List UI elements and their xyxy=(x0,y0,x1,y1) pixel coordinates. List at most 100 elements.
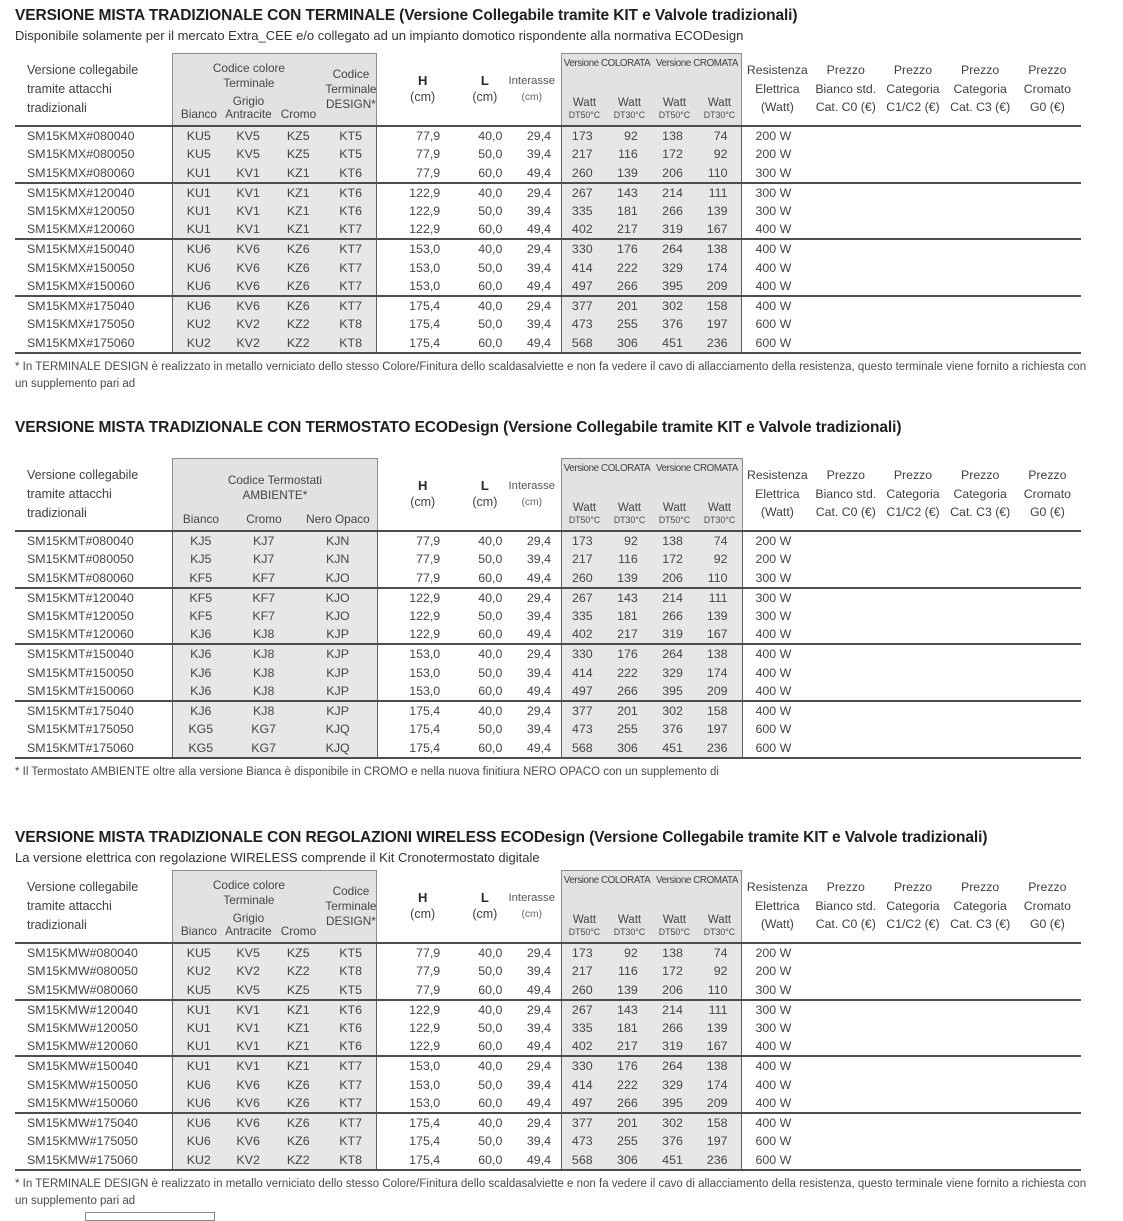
cell: 236 xyxy=(696,1150,743,1171)
cell: KT7 xyxy=(324,220,378,241)
cell xyxy=(879,720,946,739)
header-h-column: H (cm) xyxy=(376,870,446,945)
cell: KV1 xyxy=(224,201,272,221)
header-interasse-column: Interasse (cm) xyxy=(507,458,562,533)
cell: KV5 xyxy=(224,145,272,164)
cell xyxy=(1014,296,1081,315)
cell: KU2 xyxy=(171,333,225,354)
cell: 377 xyxy=(561,701,607,721)
cell xyxy=(812,943,879,962)
cell xyxy=(947,1000,1014,1019)
cell: 600 W xyxy=(741,1150,813,1171)
cell: KU6 xyxy=(171,1075,225,1095)
table-row: SM15KMW#080060 KU5 KV5 KZ5 KT5 77,9 60,0 49,4 26… xyxy=(15,980,1081,1001)
cell xyxy=(812,296,879,315)
cell: KU6 xyxy=(171,258,225,278)
cell: 255 xyxy=(606,1132,652,1151)
header-color-nero-opaco: Nero Opaco xyxy=(306,511,370,526)
cell: KJ8 xyxy=(228,663,299,683)
cell xyxy=(946,1037,1014,1058)
cell: 264 xyxy=(651,1056,697,1076)
cell xyxy=(812,644,879,663)
cell xyxy=(1014,145,1081,164)
cell xyxy=(879,607,946,626)
product-code-cell: SM15KMW#175060 xyxy=(15,1150,173,1171)
header-interasse-column: Interasse (cm) xyxy=(507,53,562,128)
cell: 138 xyxy=(651,943,697,963)
cell xyxy=(1013,163,1081,184)
cell xyxy=(947,663,1014,682)
cell: KV6 xyxy=(224,239,272,259)
cell: 600 W xyxy=(755,722,792,737)
cell: 214 xyxy=(651,182,697,202)
cell: 40,0 xyxy=(478,242,503,257)
cell: 300 W xyxy=(755,1021,792,1036)
cell: 143 xyxy=(606,182,652,202)
header-code-group: Codice colore Terminale Codice Terminale… xyxy=(171,869,378,945)
watt-label: Watt xyxy=(617,96,642,109)
cell xyxy=(879,625,947,646)
header-versione-cromata: Versione CROMATA xyxy=(655,57,738,69)
cell: 335 xyxy=(560,201,607,221)
cell: 174 xyxy=(696,258,743,278)
header-h-column: H (cm) xyxy=(376,53,446,128)
watt-label: Watt xyxy=(572,913,597,926)
cell: 122,9 xyxy=(409,609,441,624)
cell: 300 W xyxy=(742,568,813,589)
cell: 29,4 xyxy=(526,242,551,257)
cell: 222 xyxy=(606,1075,652,1095)
cell: 173 xyxy=(560,126,607,146)
cell xyxy=(1013,1150,1081,1171)
table-row: SM15KMX#120040 KU1 KV1 KZ1 KT6 122,9 40,0 29,4 2… xyxy=(15,182,1081,202)
cell: 175,4 xyxy=(409,299,441,314)
interasse-unit: (cm) xyxy=(521,908,543,920)
product-code-cell: SM15KMT#175040 xyxy=(27,704,134,719)
cell: 400 W xyxy=(741,1037,813,1058)
cell: 568 xyxy=(560,1150,607,1171)
cell: 266 xyxy=(606,277,652,298)
h-label: H xyxy=(417,72,428,88)
cell: KT6 xyxy=(324,201,378,221)
cell: KZ1 xyxy=(271,1018,325,1038)
cell xyxy=(812,720,879,739)
cell: KZ6 xyxy=(271,258,325,278)
header-l-column: L (cm) xyxy=(445,53,508,128)
cell: 49,4 xyxy=(507,333,562,354)
cell xyxy=(946,980,1014,1001)
cell: 400 W xyxy=(742,682,813,703)
table-row: SM15KMX#175060 KU2 KV2 KZ2 KT8 175,4 60,0 49,4 5… xyxy=(15,333,1081,354)
cell xyxy=(1014,183,1081,202)
cell: 40,0 xyxy=(478,704,503,719)
dt-label: DT30°C xyxy=(613,110,646,121)
table-row: SM15KMX#120060 KU1 KV1 KZ1 KT7 122,9 60,0 49,4 4… xyxy=(15,220,1081,241)
cell: 264 xyxy=(651,239,697,259)
cell xyxy=(947,607,1014,626)
cell: 158 xyxy=(696,1113,743,1133)
cell: KV5 xyxy=(224,943,272,963)
cell: 60,0 xyxy=(445,625,508,646)
cell: 167 xyxy=(696,1037,743,1058)
cell xyxy=(812,1000,879,1019)
watt-label: Watt xyxy=(572,96,597,109)
cell: 175,4 xyxy=(376,333,446,354)
interasse-unit: (cm) xyxy=(521,91,543,103)
cell: 39,4 xyxy=(526,1021,551,1036)
cell: 206 xyxy=(651,568,697,589)
cell: 172 xyxy=(651,145,697,164)
l-label: L xyxy=(480,889,489,905)
product-code-cell: SM15KMW#080060 xyxy=(15,980,173,1001)
product-code-cell: SM15KMT#175060 xyxy=(15,738,173,759)
cell: KJ8 xyxy=(228,644,299,664)
header-color-grigio-antracite: Grigio Antracite xyxy=(225,93,272,121)
cell: 600 W xyxy=(741,333,813,354)
cell xyxy=(1014,1056,1081,1075)
cell: 29,4 xyxy=(526,704,552,719)
cell xyxy=(947,183,1014,202)
cell: KF5 xyxy=(171,568,229,589)
cell: 260 xyxy=(561,568,607,589)
cell: 300 W xyxy=(755,1002,792,1017)
cell: 40,0 xyxy=(478,299,503,314)
cell: 300 W xyxy=(741,163,813,184)
table-body: SM15KMW#080040 KU5 KV5 KZ5 KT5 77,9 40,0 29,4 17… xyxy=(15,943,1081,1171)
cell: KZ5 xyxy=(271,126,325,146)
